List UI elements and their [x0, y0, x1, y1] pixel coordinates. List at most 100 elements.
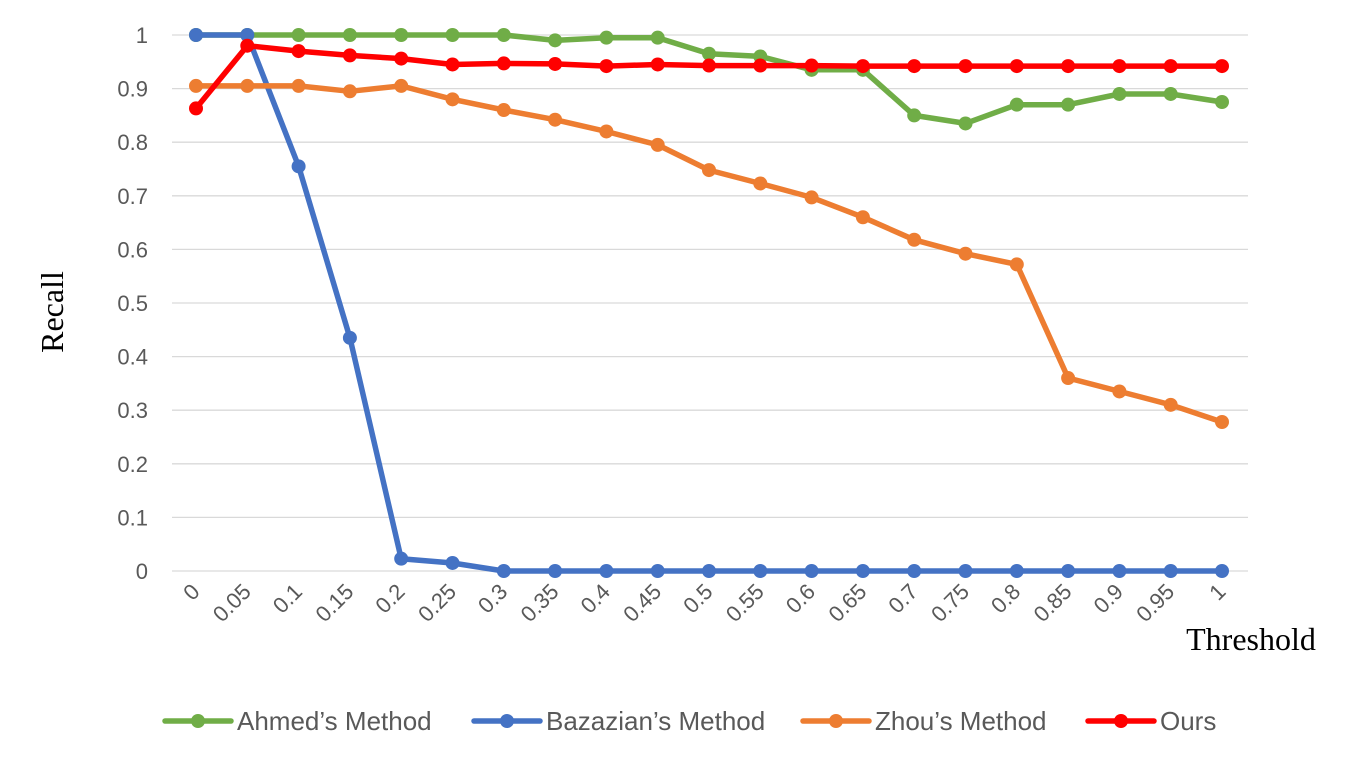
data-point — [1009, 59, 1024, 74]
data-point — [496, 564, 511, 578]
legend-item-0: Ahmed’s Method — [162, 706, 432, 736]
x-tick-label: 0.45 — [618, 579, 666, 627]
data-point — [291, 78, 306, 93]
y-tick-label: 0.1 — [117, 505, 148, 530]
x-tick-label: 0.85 — [1029, 579, 1077, 627]
data-point — [958, 116, 973, 131]
data-point — [394, 551, 409, 566]
data-point — [342, 330, 357, 345]
data-point — [1163, 86, 1178, 101]
y-axis-ticks: 0 0.1 0.2 0.3 0.4 0.5 0.6 0.7 0.8 0.9 1 — [117, 23, 148, 584]
y-tick-label: 0.2 — [117, 452, 148, 477]
x-tick-label: 0.15 — [310, 579, 358, 627]
data-point — [702, 163, 716, 178]
gridlines — [172, 34, 1248, 572]
data-point — [1215, 95, 1229, 109]
y-tick-label: 1 — [136, 23, 148, 48]
legend-item-3: Ours — [1085, 706, 1216, 736]
data-point — [189, 78, 203, 93]
data-point — [1009, 564, 1024, 578]
series-2 — [189, 78, 1229, 429]
data-point — [548, 33, 563, 48]
data-point — [445, 92, 460, 107]
data-point — [1215, 59, 1229, 74]
x-axis-title: Threshold — [1186, 621, 1316, 657]
data-point — [548, 56, 563, 71]
data-point — [1112, 564, 1127, 578]
x-tick-label: 0.3 — [473, 579, 512, 618]
data-point — [1112, 384, 1127, 399]
data-point — [702, 58, 716, 73]
data-point — [291, 44, 306, 59]
x-tick-label: 0.8 — [986, 579, 1025, 618]
y-tick-label: 0 — [136, 559, 148, 584]
data-point — [548, 564, 563, 578]
data-point — [342, 28, 357, 42]
x-tick-label: 0.65 — [823, 579, 871, 627]
data-point — [394, 78, 409, 93]
data-point — [189, 101, 203, 116]
legend-swatch-marker — [1114, 714, 1128, 728]
data-point — [1061, 564, 1076, 578]
data-point — [1163, 397, 1178, 412]
x-tick-label: 0.9 — [1089, 579, 1128, 618]
data-point — [1215, 564, 1229, 578]
data-point — [804, 564, 819, 578]
y-axis-title: Recall — [34, 271, 70, 353]
data-point — [650, 57, 665, 72]
data-point — [855, 210, 870, 225]
data-point — [394, 28, 409, 42]
data-point — [650, 137, 665, 152]
y-tick-label: 0.4 — [117, 345, 148, 370]
data-point — [548, 112, 563, 127]
x-tick-label: 0.2 — [370, 579, 409, 618]
data-point — [496, 28, 511, 42]
data-point — [445, 555, 460, 570]
data-point — [1112, 59, 1127, 74]
x-tick-label: 0.5 — [678, 579, 717, 618]
x-tick-label: 0.05 — [208, 579, 256, 627]
legend-swatch-marker — [829, 714, 843, 728]
y-tick-label: 0.5 — [117, 291, 148, 316]
data-point — [650, 564, 665, 578]
data-point — [240, 28, 255, 42]
data-point — [702, 564, 716, 578]
data-point — [753, 58, 768, 73]
data-point — [804, 190, 819, 205]
series-lines — [189, 28, 1229, 578]
x-tick-label: 0.75 — [926, 579, 974, 627]
series-1 — [189, 28, 1229, 578]
series-0 — [189, 28, 1229, 131]
data-point — [804, 58, 819, 73]
data-point — [1112, 86, 1127, 101]
legend-label: Zhou’s Method — [875, 706, 1047, 736]
legend-swatch-marker — [500, 714, 514, 728]
data-point — [240, 38, 255, 53]
data-point — [958, 59, 973, 74]
x-tick-label: 0.95 — [1131, 579, 1179, 627]
data-point — [496, 56, 511, 71]
y-tick-label: 0.7 — [117, 184, 148, 209]
data-point — [907, 108, 922, 123]
data-point — [599, 564, 614, 578]
y-tick-label: 0.9 — [117, 77, 148, 102]
data-point — [240, 78, 255, 93]
data-point — [1009, 257, 1024, 272]
x-tick-label: 0.25 — [413, 579, 461, 627]
legend-swatch-marker — [191, 714, 205, 728]
legend-item-1: Bazazian’s Method — [471, 706, 765, 736]
legend-label: Bazazian’s Method — [546, 706, 765, 736]
data-point — [753, 564, 768, 578]
data-point — [445, 28, 460, 42]
x-tick-label: 0.35 — [516, 579, 564, 627]
data-point — [496, 103, 511, 118]
data-point — [1061, 371, 1076, 386]
data-point — [291, 28, 306, 42]
data-point — [855, 564, 870, 578]
data-point — [599, 124, 614, 139]
y-tick-label: 0.6 — [117, 237, 148, 262]
data-point — [599, 59, 614, 74]
x-tick-label: 0.6 — [781, 579, 820, 618]
data-point — [1061, 97, 1076, 112]
